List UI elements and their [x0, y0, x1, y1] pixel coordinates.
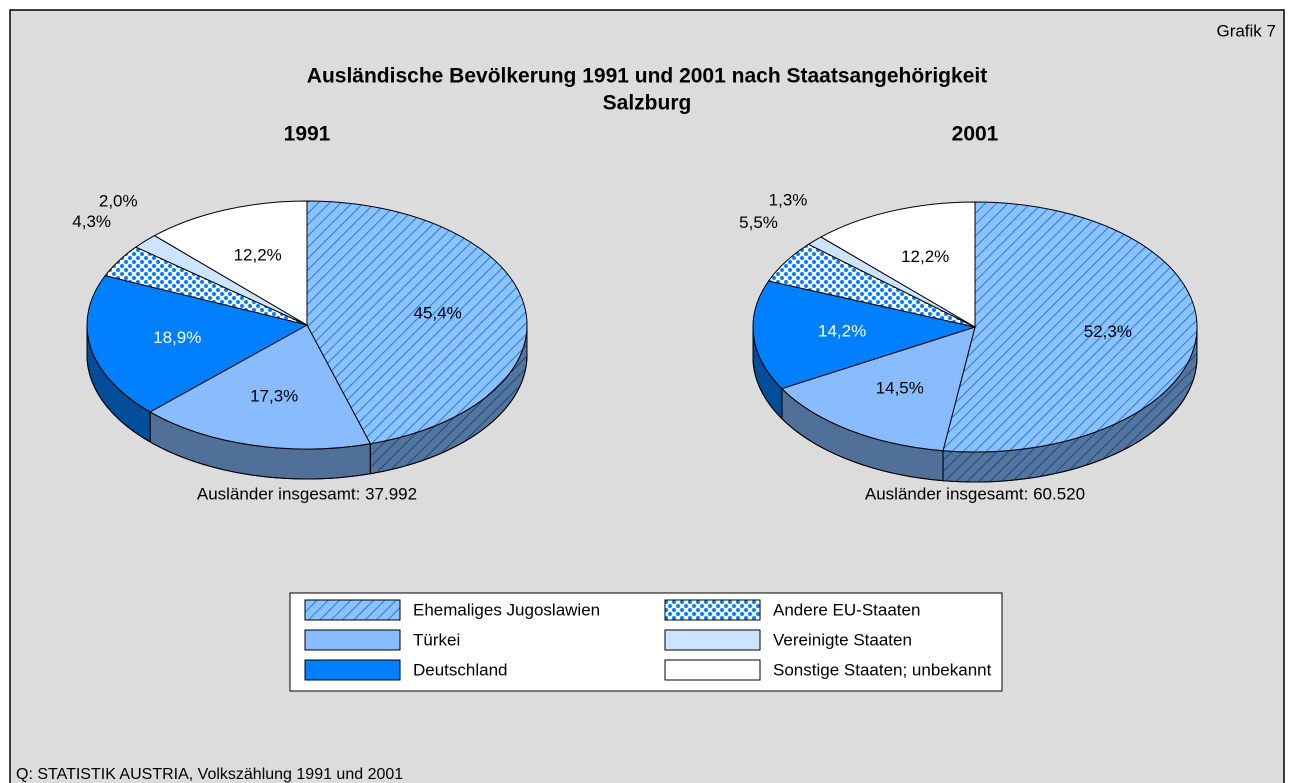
data-label: 45,4% — [413, 304, 461, 323]
legend-swatch — [664, 599, 761, 621]
slice — [819, 201, 976, 328]
legend-swatch — [304, 599, 401, 621]
data-label: 12,2% — [901, 247, 949, 266]
pie-title: 1991 — [284, 123, 331, 146]
data-label: 12,2% — [234, 245, 282, 264]
slice — [306, 200, 528, 445]
data-label: 1,3% — [769, 191, 808, 210]
chart-title: Ausländische Bevölkerung 1991 und 2001 n… — [307, 65, 987, 88]
data-label: 18,9% — [153, 328, 201, 347]
legend-swatch — [304, 629, 401, 651]
annotation: Ausländer insgesamt: 37.992 — [197, 484, 417, 503]
slice — [780, 326, 976, 452]
annotation: Ausländer insgesamt: 60.520 — [865, 484, 1085, 503]
legend-label: Türkei — [413, 630, 460, 649]
data-label: 2,0% — [99, 191, 138, 210]
data-label: 17,3% — [250, 387, 298, 406]
legend-label: Ehemaliges Jugoslawien — [413, 600, 600, 619]
slice — [86, 275, 309, 413]
slice — [153, 200, 308, 326]
pie-title: 2001 — [952, 123, 999, 146]
data-label: 52,3% — [1084, 322, 1132, 341]
source: Q: STATISTIK AUSTRIA, Volkszählung 1991 … — [16, 766, 403, 783]
data-label: 14,2% — [818, 322, 866, 341]
slice — [752, 280, 977, 390]
figure-label: Grafik 7 — [1216, 21, 1276, 40]
legend-label: Sonstige Staaten; unbekannt — [773, 660, 992, 679]
data-label: 14,5% — [876, 378, 924, 397]
legend-box — [289, 592, 1003, 692]
legend-label: Vereinigte Staaten — [773, 630, 912, 649]
slice — [149, 324, 372, 450]
data-label: 4,3% — [72, 212, 111, 231]
legend-swatch — [304, 659, 401, 681]
data-label: 5,5% — [739, 213, 778, 232]
legend-swatch — [664, 629, 761, 651]
legend-label: Deutschland — [413, 660, 508, 679]
chart-subtitle: Salzburg — [603, 92, 692, 115]
legend-swatch — [664, 659, 761, 681]
legend-label: Andere EU-Staaten — [773, 600, 920, 619]
slice — [942, 201, 1198, 453]
